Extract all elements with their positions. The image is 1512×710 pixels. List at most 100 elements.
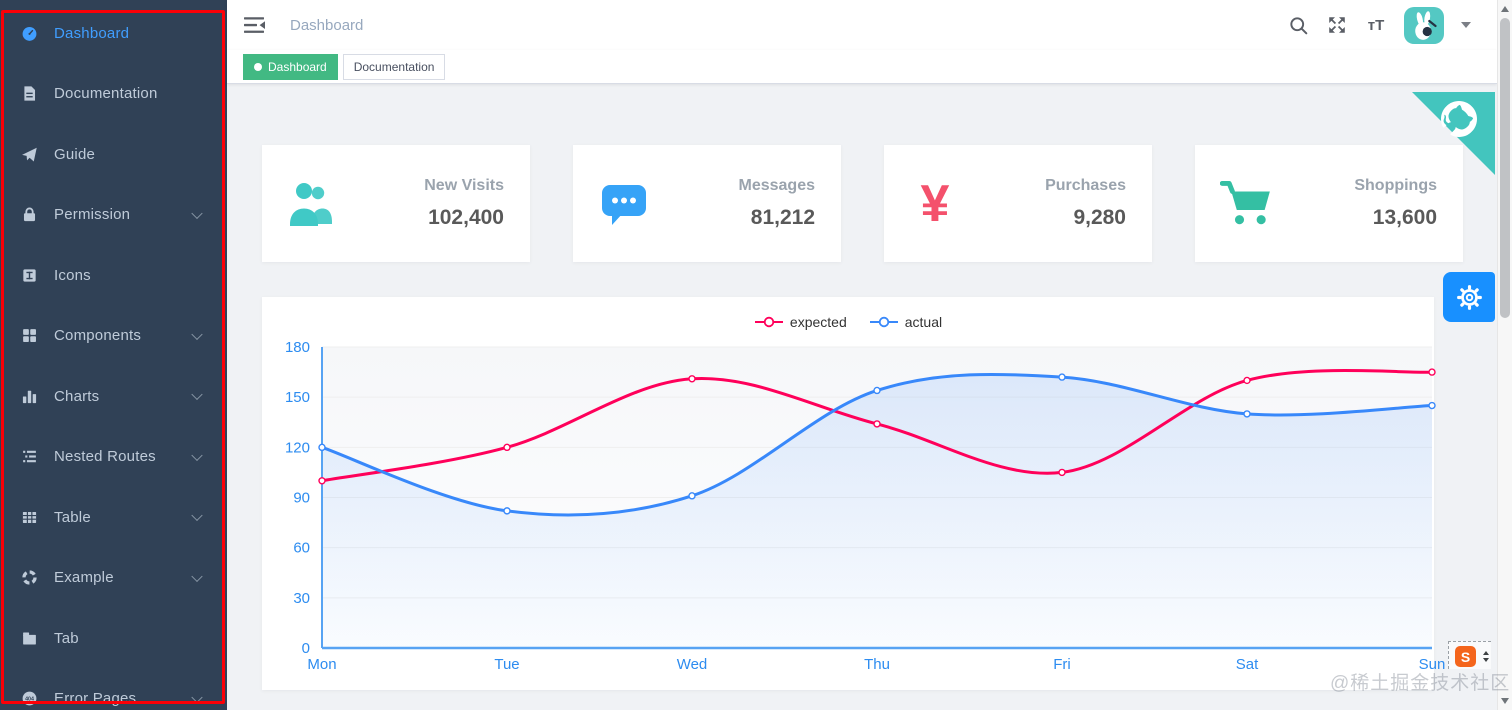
svg-text:404: 404 (25, 697, 34, 703)
chevron-down-icon (191, 570, 203, 582)
svg-text:Wed: Wed (677, 656, 708, 673)
legend-label: actual (904, 314, 943, 330)
sidebar-item-label: Tab (54, 629, 79, 647)
sidebar-item-icons[interactable]: Icons (0, 245, 227, 306)
card-title: New Visits (424, 177, 504, 194)
line-chart: 0 30 60 90 120 150 180 Mon Tue Wed Thu Fri Sat Sun (285, 339, 1445, 673)
card-value: 9,280 (1073, 206, 1126, 229)
error-pages-icon: 404 (21, 690, 38, 707)
svg-text:Thu: Thu (864, 656, 890, 673)
table-icon (21, 509, 38, 526)
tags-view: Dashboard Documentation (227, 50, 1497, 84)
text-size-icon[interactable]: тT (1365, 14, 1387, 36)
hamburger-icon[interactable] (244, 15, 266, 35)
people-icon (287, 179, 339, 229)
screenshot-tool-widget: S (1448, 641, 1491, 669)
sidebar-item-label: Guide (54, 145, 96, 163)
github-icon[interactable] (1434, 94, 1485, 145)
svg-text:Fri: Fri (1053, 656, 1071, 673)
sidebar-item-label: Components (54, 327, 142, 345)
example-icon (21, 569, 38, 586)
line-chart-panel: expected actual 0 30 60 90 120 150 180 Mon Tue Wed… (262, 297, 1445, 690)
fullscreen-icon[interactable] (1326, 14, 1348, 36)
legend-item-expected[interactable]: expected (754, 314, 847, 330)
chevron-down-icon (191, 449, 203, 461)
sidebar-item-charts[interactable]: Charts (0, 366, 227, 427)
chevron-down-icon (191, 691, 203, 703)
chevron-down-icon (191, 207, 203, 219)
sidebar-item-table[interactable]: Table (0, 487, 227, 548)
svg-text:Mon: Mon (307, 656, 336, 673)
scrollbar-up-arrow-icon[interactable] (1501, 6, 1509, 12)
settings-gear-button[interactable] (1443, 272, 1495, 322)
dashboard-icon (21, 25, 38, 42)
sidebar-item-documentation[interactable]: Documentation (0, 64, 227, 125)
svg-text:Sun: Sun (1419, 656, 1446, 673)
gear-icon (1456, 284, 1482, 310)
snip-tool-arrows[interactable] (1483, 651, 1489, 662)
snip-tool-icon[interactable]: S (1455, 646, 1476, 667)
sidebar-item-label: Dashboard (54, 24, 130, 42)
sidebar-item-permission[interactable]: Permission (0, 185, 227, 246)
sidebar: Dashboard Documentation Guide (0, 0, 227, 710)
card-purchases[interactable]: ¥ Purchases 9,280 (884, 145, 1152, 262)
navbar-actions: тT (1287, 0, 1471, 50)
page-scrollbar (1497, 0, 1512, 710)
message-icon (598, 179, 650, 229)
scrollbar-thumb[interactable] (1500, 18, 1510, 318)
components-icon (21, 327, 38, 344)
documentation-icon (21, 85, 38, 102)
card-value: 81,212 (750, 206, 815, 229)
sidebar-item-label: Table (54, 508, 91, 526)
sidebar-item-label: Error Pages (54, 690, 137, 708)
card-title: Messages (738, 177, 816, 194)
svg-text:150: 150 (285, 389, 310, 406)
sidebar-item-nested-routes[interactable]: Nested Routes (0, 427, 227, 488)
legend-item-actual[interactable]: actual (869, 314, 942, 330)
money-icon: ¥ (920, 174, 950, 233)
nested-routes-icon (21, 448, 38, 465)
card-value: 102,400 (428, 206, 504, 229)
avatar[interactable] (1404, 6, 1444, 44)
card-new-visits[interactable]: New Visits 102,400 (262, 145, 530, 262)
card-title: Purchases (1045, 177, 1126, 194)
chevron-down-icon (191, 328, 203, 340)
card-value: 13,600 (1372, 206, 1437, 229)
chart-legend: expected actual (262, 314, 1434, 330)
chevron-down-icon (191, 509, 203, 522)
sidebar-item-guide[interactable]: Guide (0, 124, 227, 185)
card-title: Shoppings (1354, 177, 1437, 194)
tab-icon (21, 630, 38, 647)
icons-icon (21, 267, 38, 284)
tag-dashboard[interactable]: Dashboard (243, 53, 338, 80)
charts-icon (21, 388, 38, 405)
watermark-text: @稀土掘金技术社区 (1330, 673, 1511, 694)
scrollbar-down-arrow-icon[interactable] (1501, 698, 1509, 704)
sidebar-item-label: Example (54, 569, 114, 587)
guide-icon (21, 146, 38, 163)
lock-icon (21, 206, 38, 223)
chevron-down-icon (191, 388, 203, 401)
card-messages[interactable]: Messages 81,212 (573, 145, 841, 262)
search-icon[interactable] (1287, 14, 1309, 36)
cart-icon (1220, 179, 1272, 229)
svg-text:60: 60 (293, 540, 310, 557)
sidebar-item-components[interactable]: Components (0, 306, 227, 367)
legend-label: expected (789, 314, 847, 330)
sidebar-item-dashboard[interactable]: Dashboard (0, 3, 227, 64)
sidebar-item-tab[interactable]: Tab (0, 608, 227, 669)
caret-down-icon[interactable] (1461, 22, 1471, 28)
sidebar-item-error-pages[interactable]: 404 Error Pages (0, 669, 227, 710)
tag-documentation[interactable]: Documentation (342, 53, 446, 80)
svg-text:0: 0 (302, 640, 310, 657)
navbar: Dashboard тT (227, 0, 1497, 50)
sidebar-item-label: Documentation (54, 85, 158, 103)
svg-text:Sat: Sat (1236, 656, 1259, 673)
sidebar-item-label: Icons (54, 266, 91, 284)
breadcrumb: Dashboard (290, 16, 364, 34)
svg-text:90: 90 (293, 490, 310, 507)
sidebar-menu: Dashboard Documentation Guide (0, 0, 227, 710)
sidebar-item-example[interactable]: Example (0, 548, 227, 609)
legend-marker-icon (869, 316, 898, 328)
